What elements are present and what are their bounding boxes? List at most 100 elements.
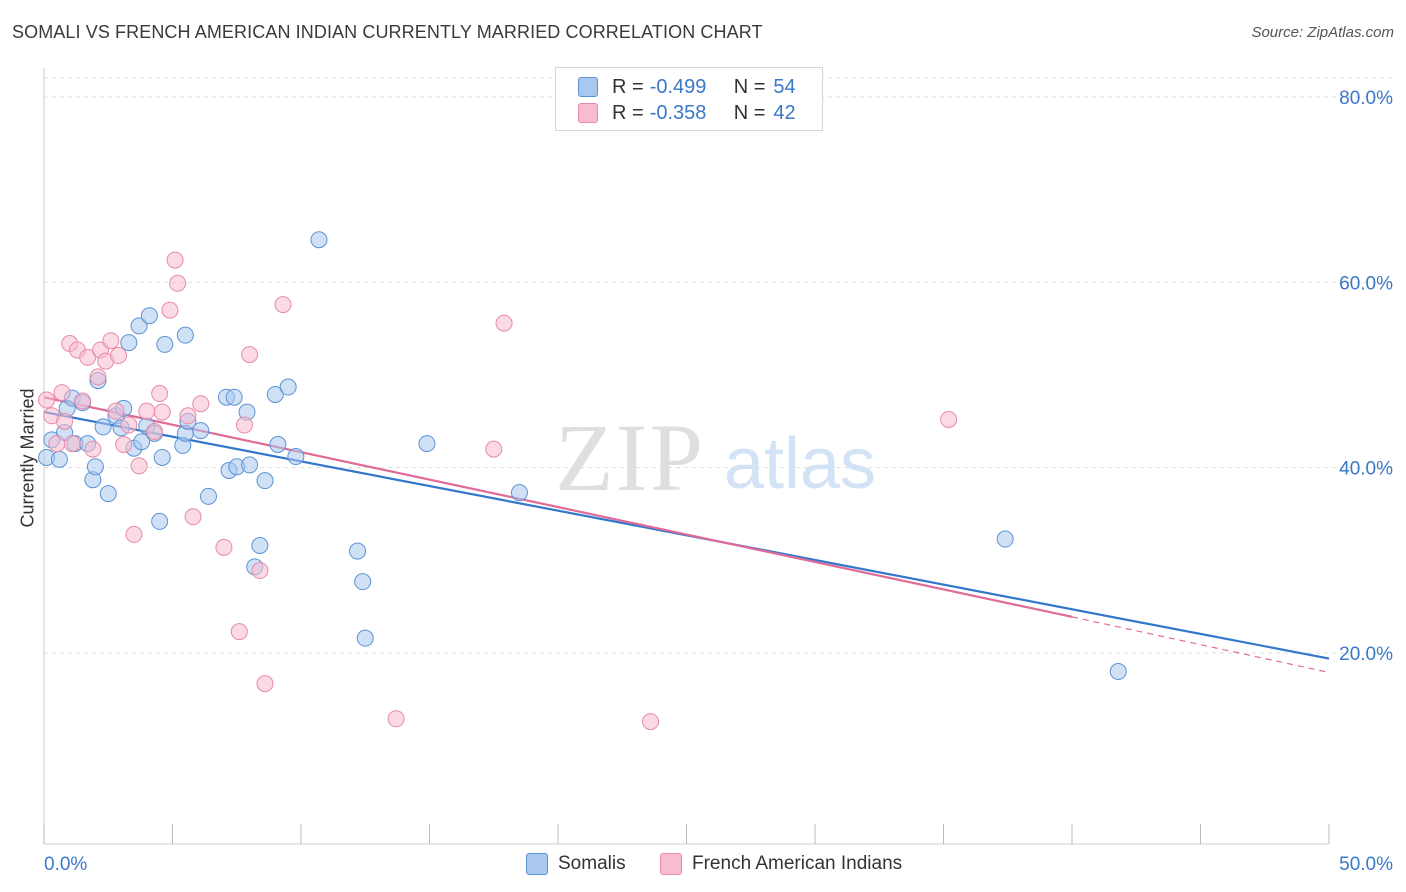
french-point bbox=[138, 402, 156, 420]
data-points bbox=[38, 231, 1127, 731]
trend-lines bbox=[43, 396, 1330, 674]
french-point bbox=[146, 423, 164, 441]
french-point bbox=[256, 675, 274, 693]
somali-point bbox=[130, 317, 148, 335]
french-point bbox=[215, 538, 233, 556]
french-point bbox=[274, 296, 292, 314]
legend-r-value-somalis: -0.499 bbox=[649, 75, 707, 98]
french-point bbox=[192, 395, 210, 413]
correlation-legend: R = -0.499 N = 54 R = -0.358 N = 42 bbox=[555, 67, 823, 131]
french-point bbox=[251, 562, 269, 580]
french-point bbox=[74, 392, 92, 410]
somali-point bbox=[510, 484, 528, 502]
french-point bbox=[125, 525, 143, 543]
somali-point bbox=[251, 537, 269, 555]
french-point bbox=[48, 435, 66, 453]
x-tick-label: 0.0% bbox=[44, 854, 87, 875]
french-point bbox=[79, 348, 97, 366]
french-point bbox=[184, 508, 202, 526]
legend-r-label: R = bbox=[612, 101, 644, 124]
somali-point bbox=[176, 326, 194, 344]
french-point bbox=[53, 384, 71, 402]
french-point bbox=[84, 440, 102, 458]
somali-point bbox=[256, 472, 274, 490]
somali-point bbox=[192, 422, 210, 440]
french-point bbox=[161, 301, 179, 319]
axes bbox=[43, 68, 1330, 845]
y-tick-label: 80.0% bbox=[1339, 88, 1393, 109]
somali-point bbox=[279, 378, 297, 396]
french-point bbox=[151, 385, 169, 403]
bottom-swatch-somalis bbox=[526, 853, 548, 875]
source-note: Source: ZipAtlas.com bbox=[1251, 24, 1394, 41]
french-point bbox=[169, 274, 187, 292]
somali-point bbox=[225, 388, 243, 406]
legend-r-value-french: -0.358 bbox=[649, 101, 707, 124]
legend-swatch-french bbox=[578, 103, 598, 123]
french-point bbox=[130, 457, 148, 475]
legend-r-label: R = bbox=[612, 75, 644, 98]
watermark-atlas: atlas bbox=[724, 424, 876, 504]
french-point bbox=[115, 436, 133, 453]
y-tick-label: 20.0% bbox=[1339, 644, 1393, 665]
legend-n-label: N = bbox=[733, 75, 766, 98]
french-trend-line bbox=[43, 396, 1073, 618]
french-point bbox=[241, 346, 259, 364]
somali-point bbox=[140, 307, 158, 325]
french-point bbox=[485, 440, 503, 458]
somali-point bbox=[287, 448, 305, 466]
french-point bbox=[107, 402, 125, 420]
somali-point bbox=[199, 487, 217, 505]
somali-point bbox=[156, 335, 174, 353]
legend-row-somalis: R = -0.499 N = 54 bbox=[578, 75, 796, 99]
somali-point bbox=[269, 436, 287, 453]
french-point bbox=[89, 368, 107, 386]
legend-n-value-french: 42 bbox=[773, 101, 796, 124]
bottom-swatch-french bbox=[660, 853, 682, 875]
french-point bbox=[179, 407, 197, 425]
french-point bbox=[63, 435, 81, 453]
somali-point bbox=[418, 435, 436, 453]
somali-point bbox=[50, 450, 68, 468]
french-point bbox=[38, 391, 56, 409]
somali-point bbox=[241, 456, 259, 474]
watermark: ZIP atlas bbox=[555, 404, 876, 511]
somali-point bbox=[153, 448, 171, 466]
bottom-legend-label-french: French American Indians bbox=[692, 853, 903, 874]
somali-point bbox=[354, 573, 372, 591]
somali-point bbox=[133, 433, 151, 451]
legend-row-french: R = -0.358 N = 42 bbox=[578, 101, 796, 125]
y-tick-label: 40.0% bbox=[1339, 459, 1393, 480]
somali-point bbox=[86, 458, 104, 476]
chart-title: SOMALI VS FRENCH AMERICAN INDIAN CURRENT… bbox=[12, 22, 763, 42]
bottom-legend-french: French American Indians bbox=[660, 852, 902, 876]
bottom-legend-label-somalis: Somalis bbox=[558, 853, 626, 874]
somali-point bbox=[310, 231, 328, 249]
y-tick-label: 60.0% bbox=[1339, 273, 1393, 294]
french-point bbox=[120, 416, 138, 434]
french-point bbox=[110, 347, 128, 365]
french-point bbox=[230, 623, 248, 641]
legend-n-value-somalis: 54 bbox=[773, 75, 796, 98]
french-point bbox=[166, 251, 184, 269]
somali-point bbox=[266, 385, 284, 403]
legend-n-label: N = bbox=[733, 101, 766, 124]
somali-point bbox=[151, 512, 169, 530]
somali-point bbox=[99, 485, 117, 503]
somali-point bbox=[349, 542, 367, 560]
somali-point bbox=[1109, 663, 1127, 681]
somali-point bbox=[120, 334, 138, 352]
somali-point bbox=[996, 530, 1014, 548]
french-point bbox=[235, 416, 253, 434]
somali-point bbox=[356, 629, 374, 647]
french-point bbox=[940, 410, 958, 428]
watermark-zip: ZIP bbox=[555, 404, 705, 511]
french-point bbox=[642, 713, 660, 731]
somali-point bbox=[94, 418, 112, 436]
legend-swatch-somalis bbox=[578, 77, 598, 97]
french-point bbox=[387, 710, 405, 728]
french-point bbox=[102, 332, 120, 350]
y-axis-label: Currently Married bbox=[17, 388, 38, 528]
french-trend-extension bbox=[1071, 616, 1330, 674]
